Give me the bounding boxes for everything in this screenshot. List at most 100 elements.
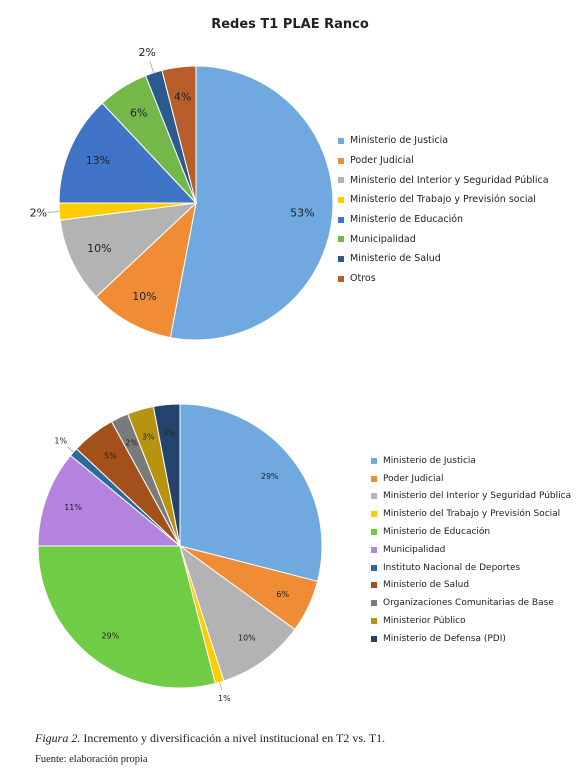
- chart-1-title: Redes T1 PLAE Ranco: [211, 17, 369, 32]
- pie-2-legend-label: Ministerio de Justicia: [383, 455, 476, 466]
- pie-2-legend-swatch: [371, 511, 377, 518]
- pie-1-legend-otros: Otros: [338, 269, 549, 289]
- pie-1-legend-swatch: [338, 216, 344, 223]
- pie-2-legend-ministerio-del-interior-y-seguridad-publica: Ministerio del Interior y Seguridad Públ…: [371, 488, 571, 506]
- pie-2-legend-ministerior-publico: Ministerior Público: [371, 612, 571, 630]
- pie-1-legend-municipalidad: Municipalidad: [338, 229, 549, 249]
- pie-1-legend-swatch: [338, 137, 344, 144]
- pie-1-legend-swatch: [338, 157, 344, 164]
- pie-chart-2-legend: Ministerio de Justicia Poder Judicial Mini…: [371, 452, 571, 648]
- pie-2-legend-swatch: [371, 457, 377, 464]
- pie-2-slice-ministerio-de-justicia: [179, 403, 323, 582]
- pie-2-legend-swatch: [371, 600, 377, 607]
- pie-2-legend-label: Ministerio de Salud: [383, 580, 470, 591]
- pie-2-legend-swatch: [371, 618, 377, 625]
- pie-1-label-ministerio-de-educacion: 13%: [86, 154, 110, 167]
- pie-2-legend-instituto-nacional-de-deportes: Instituto Nacional de Deportes: [371, 559, 571, 577]
- pie-2-legend-swatch: [371, 493, 377, 500]
- pie-2-legend-label: Poder Judicial: [383, 473, 444, 484]
- pie-2-label-ministerio-del-interior-y-seguridad-publica: 10%: [238, 633, 256, 642]
- pie-2-label-ministerio-de-educacion: 29%: [101, 631, 119, 640]
- pie-1-legend-swatch: [338, 275, 344, 282]
- pie-2-legend-label: Organizaciones Comunitarias de Base: [383, 598, 554, 609]
- pie-2-label-ministerior-publico: 3%: [142, 432, 155, 441]
- pie-1-legend-ministerio-del-interior-y-seguridad-publica: Ministerio del Interior y Seguridad Públ…: [338, 170, 549, 190]
- figure-caption-text: Incremento y diversificación a nivel ins…: [83, 731, 386, 745]
- pie-1-label-ministerio-de-salud: 2%: [138, 46, 155, 59]
- pie-1-legend-swatch: [338, 196, 344, 203]
- pie-1-legend-label: Municipalidad: [350, 233, 416, 245]
- pie-2-legend-label: Municipalidad: [383, 544, 446, 555]
- pie-2-legend-ministerio-de-justicia: Ministerio de Justicia: [371, 452, 571, 470]
- pie-1-legend-label: Ministerio de Educación: [350, 214, 464, 226]
- pie-1-legend-ministerio-de-salud: Ministerio de Salud: [338, 249, 549, 269]
- pie-2-legend-ministerio-de-salud: Ministerio de Salud: [371, 577, 571, 595]
- pie-2-legend-organizaciones-comunitarias-de-base: Organizaciones Comunitarias de Base: [371, 594, 571, 612]
- pie-1-label-municipalidad: 6%: [130, 106, 147, 119]
- pie-2-legend-label: Instituto Nacional de Deportes: [383, 562, 521, 573]
- pie-1-legend-swatch: [338, 255, 344, 262]
- pie-chart-2: 29% 6% 10% 1% 29% 11% 1% 5% 2% 3% 3%: [37, 403, 323, 703]
- pie-2-leader-instituto-nacional-de-deportes: [67, 446, 74, 453]
- pie-2-legend-swatch: [371, 475, 377, 482]
- pie-1-legend-label: Ministerio de Salud: [350, 253, 441, 265]
- pie-2-slice-ministerio-de-educacion: [37, 545, 216, 689]
- pie-2-legend-swatch: [371, 529, 377, 536]
- pie-2-label-ministerio-de-justicia: 29%: [261, 472, 279, 481]
- pie-2-slice-municipalidad: [37, 454, 182, 547]
- pie-2-legend-label: Ministerio del Trabajo y Previsión Socia…: [383, 509, 561, 520]
- pie-1-label-ministerio-del-trabajo-y-prevision-social: 2%: [30, 206, 47, 219]
- pie-2-legend-swatch: [371, 582, 377, 589]
- pie-2-label-instituto-nacional-de-deportes: 1%: [54, 436, 67, 445]
- pie-1-slice-ministerio-del-interior-y-seguridad-publica: [59, 202, 198, 298]
- pie-1-slice-poder-judicial: [95, 201, 197, 339]
- pie-2-label-ministerio-de-salud: 5%: [104, 452, 117, 461]
- pie-1-legend-swatch: [338, 236, 344, 243]
- pie-1-legend-poder-judicial: Poder Judicial: [338, 151, 549, 171]
- pie-1-label-ministerio-del-interior-y-seguridad-publica: 10%: [87, 242, 111, 255]
- pie-2-legend-ministerio-de-defensa-pdi: Ministerio de Defensa (PDI): [371, 630, 571, 648]
- pie-2-legend-label: Ministerio del Interior y Seguridad Públ…: [383, 491, 572, 502]
- pie-2-label-municipalidad: 11%: [64, 503, 82, 512]
- pie-2-legend-ministerio-del-trabajo-y-prevision-social: Ministerio del Trabajo y Previsión Socia…: [371, 505, 571, 523]
- pie-2-legend-poder-judicial: Poder Judicial: [371, 470, 571, 488]
- pie-2-legend-label: Ministerio de Educación: [383, 527, 491, 538]
- pie-2-slice-ministerio-del-interior-y-seguridad-publica: [179, 544, 296, 682]
- pie-2-legend-swatch: [371, 635, 377, 642]
- pie-chart-1-legend: Ministerio de Justicia Poder Judicial Mini…: [338, 131, 549, 289]
- pie-1-leader-ministerio-del-trabajo-y-prevision-social: [47, 211, 60, 213]
- pie-2-label-ministerio-de-defensa-pdi: 3%: [163, 428, 176, 437]
- pie-1-legend-ministerio-de-justicia: Ministerio de Justicia: [338, 131, 549, 151]
- pie-2-label-organizaciones-comunitarias-de-base: 2%: [125, 439, 138, 448]
- pie-1-leader-ministerio-de-salud: [149, 61, 154, 73]
- pie-1-legend-label: Ministerio del Trabajo y Previsión socia…: [350, 194, 536, 206]
- figure-source: Fuente: elaboración propia: [35, 754, 148, 765]
- pie-2-slice-ministerio-de-defensa-pdi: [152, 403, 181, 547]
- pie-1-label-ministerio-de-justicia: 53%: [290, 207, 314, 220]
- pie-2-label-poder-judicial: 6%: [276, 590, 289, 599]
- pie-1-legend-label: Ministerio de Justicia: [350, 135, 449, 147]
- pie-2-legend-label: Ministerio de Defensa (PDI): [383, 633, 506, 644]
- pie-1-slice-ministerio-de-justicia: [169, 65, 334, 341]
- pie-2-legend-swatch: [371, 564, 377, 571]
- pie-1-legend-label: Ministerio del Interior y Seguridad Públ…: [350, 174, 549, 186]
- pie-1-legend-label: Poder Judicial: [350, 155, 414, 167]
- pie-1-legend-label: Otros: [350, 273, 376, 285]
- pie-2-legend-municipalidad: Municipalidad: [371, 541, 571, 559]
- pie-1-legend-ministerio-del-trabajo-y-prevision-social: Ministerio del Trabajo y Previsión socia…: [338, 190, 549, 210]
- figure-label: Figura 2.: [35, 731, 81, 745]
- pie-2-legend-swatch: [371, 546, 377, 553]
- pie-2-leader-ministerio-del-trabajo-y-prevision-social: [219, 682, 223, 691]
- pie-chart-1: 53% 10% 10% 2% 13% 6% 2% 4%: [30, 46, 334, 341]
- pie-1-legend-swatch: [338, 177, 344, 184]
- pie-1-slice-ministerio-de-educacion: [58, 102, 198, 204]
- pie-2-legend-label: Ministerior Público: [383, 616, 466, 627]
- pie-1-legend-ministerio-de-educacion: Ministerio de Educación: [338, 210, 549, 230]
- pie-1-slice-otros: [161, 65, 197, 204]
- pie-2-label-ministerio-del-trabajo-y-prevision-social: 1%: [218, 694, 231, 703]
- pie-2-legend-ministerio-de-educacion: Ministerio de Educación: [371, 523, 571, 541]
- pie-1-label-otros: 4%: [174, 90, 191, 103]
- figure-caption: Figura 2. Incremento y diversificación a…: [35, 731, 385, 746]
- pie-1-label-poder-judicial: 10%: [132, 290, 156, 303]
